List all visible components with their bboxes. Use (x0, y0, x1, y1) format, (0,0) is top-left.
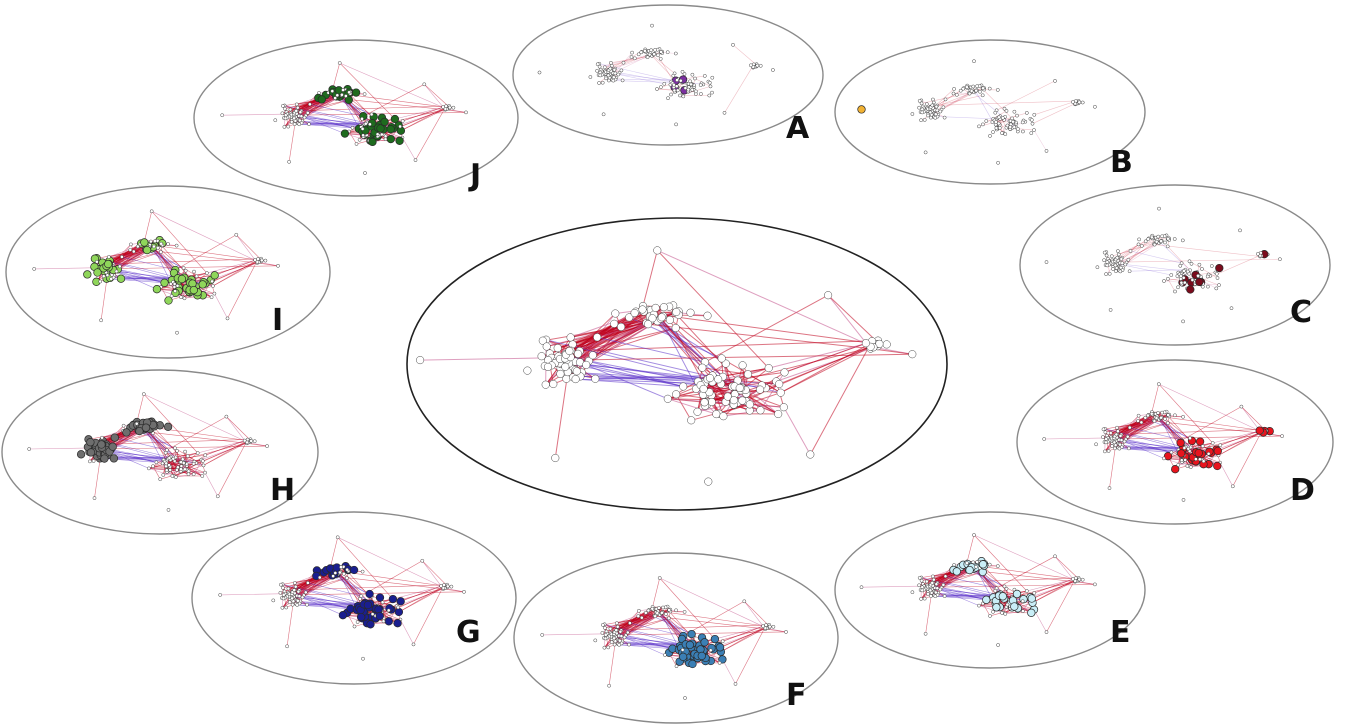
panel-e-network (859, 533, 1097, 647)
panel-label-g: G (456, 615, 481, 650)
panel-f-network (540, 576, 788, 700)
panel-g-network (218, 535, 466, 661)
panel-j-ellipse (193, 39, 519, 197)
panel-d-ellipse (1016, 359, 1334, 525)
panel-b-network (857, 59, 1097, 165)
panel-e-ellipse (834, 511, 1146, 669)
panel-a (512, 4, 824, 146)
panel-center-network (416, 246, 917, 486)
panel-j-network (220, 61, 468, 175)
panel-a-network (537, 23, 775, 127)
panel-c (1019, 184, 1331, 346)
panel-label-e: E (1110, 615, 1131, 650)
panel-j (193, 39, 519, 197)
panel-i (5, 185, 331, 359)
panel-i-network (32, 209, 280, 335)
panel-label-f: F (786, 678, 807, 713)
panel-center (406, 217, 948, 511)
panel-h-ellipse (1, 369, 319, 535)
panel-b-ellipse (834, 39, 1146, 185)
panel-label-i: I (272, 303, 283, 338)
panel-h-network (27, 392, 269, 512)
panel-label-h: H (270, 473, 295, 508)
panel-c-network (1044, 206, 1282, 324)
panel-c-ellipse (1019, 184, 1331, 346)
panel-center-ellipse (406, 217, 948, 511)
panel-label-j: J (468, 158, 481, 193)
panel-label-d: D (1290, 473, 1315, 508)
panel-a-ellipse (512, 4, 824, 146)
panel-i-ellipse (5, 185, 331, 359)
panel-g (191, 511, 517, 685)
panel-f (513, 552, 839, 724)
panel-d-network (1042, 382, 1284, 502)
panel-label-c: C (1290, 295, 1312, 330)
panel-g-ellipse (191, 511, 517, 685)
panel-d (1016, 359, 1334, 525)
panel-label-b: B (1110, 145, 1133, 180)
panel-f-ellipse (513, 552, 839, 724)
panel-e (834, 511, 1146, 669)
panel-b (834, 39, 1146, 185)
panel-h (1, 369, 319, 535)
panel-label-a: A (786, 111, 810, 146)
